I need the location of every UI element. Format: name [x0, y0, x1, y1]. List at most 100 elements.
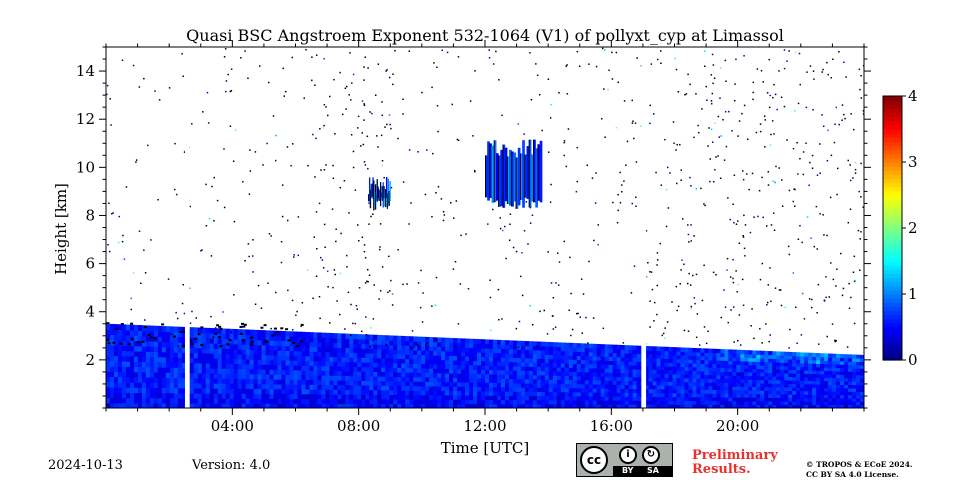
boundary-layer-cell: [301, 331, 307, 338]
boundary-layer-cell: [117, 392, 123, 399]
boundary-layer-cell: [209, 343, 215, 349]
boundary-layer-cell: [289, 398, 295, 404]
boundary-layer-cell: [580, 375, 586, 381]
boundary-layer-cell: [536, 354, 542, 359]
boundary-layer-cell: [393, 353, 398, 359]
cirrus-cell: [379, 190, 381, 202]
noise-dot: [431, 215, 433, 218]
boundary-layer-cell: [217, 403, 223, 408]
boundary-layer-cell: [592, 395, 598, 401]
noise-dot: [734, 99, 736, 102]
cirrus-cell: [504, 147, 508, 202]
noise-dot: [361, 236, 364, 239]
boundary-layer-cell: [417, 336, 422, 342]
boundary-layer-cell: [508, 353, 514, 358]
boundary-layer-cell: [804, 356, 809, 361]
boundary-layer-cell: [732, 356, 737, 362]
boundary-layer-cell: [580, 355, 586, 361]
boundary-layer-cell: [305, 389, 311, 395]
boundary-layer-cell: [516, 382, 522, 388]
boundary-layer-cell: [696, 400, 702, 405]
noise-dot: [744, 255, 746, 257]
noise-dot: [759, 327, 761, 330]
boundary-layer-cell: [269, 359, 275, 366]
boundary-layer-cell: [688, 359, 694, 364]
boundary-layer-cell: [532, 374, 538, 380]
boundary-layer-cell: [313, 351, 319, 357]
boundary-layer-cell: [548, 387, 554, 393]
boundary-layer-cell: [660, 358, 666, 363]
noise-dot: [312, 297, 314, 300]
noise-dot: [661, 334, 664, 337]
boundary-layer-cell: [852, 381, 857, 386]
noise-dot: [835, 285, 837, 287]
noise-dot: [358, 287, 361, 289]
boundary-layer-cell: [576, 359, 582, 365]
boundary-layer-cell: [157, 382, 163, 389]
noise-dot: [435, 191, 437, 194]
boundary-layer-cell: [221, 328, 227, 335]
boundary-layer-cell: [656, 384, 662, 390]
boundary-layer-cell: [125, 361, 131, 367]
noise-dot: [303, 97, 305, 99]
cirrus-streak: [498, 155, 500, 207]
boundary-layer-cell: [776, 372, 781, 377]
boundary-layer-cell: [720, 400, 725, 405]
boundary-layer-cell: [409, 381, 414, 387]
noise-dot: [489, 296, 492, 299]
boundary-layer-cell: [520, 353, 526, 359]
boundary-layer-cell: [492, 403, 498, 408]
boundary-layer-cell: [540, 387, 546, 393]
noise-dot: [159, 329, 162, 331]
boundary-layer-cell: [269, 374, 275, 380]
boundary-layer-cell: [836, 391, 841, 396]
boundary-layer-cell: [189, 362, 195, 369]
boundary-layer-cell: [852, 371, 857, 376]
boundary-layer-cell: [596, 352, 602, 357]
boundary-layer-cell: [165, 346, 171, 353]
boundary-layer-cell: [648, 350, 654, 355]
noise-dot: [437, 130, 439, 133]
boundary-layer-cell: [397, 367, 402, 373]
boundary-layer-cell: [756, 386, 761, 391]
boundary-layer-cell: [624, 380, 630, 386]
noise-dot: [354, 322, 357, 325]
boundary-layer-cell: [592, 379, 598, 385]
boundary-layer-cell: [784, 379, 789, 384]
cirrus-cell: [539, 140, 543, 203]
noise-dot: [698, 131, 700, 134]
boundary-layer-cell: [285, 398, 291, 404]
boundary-layer-cell: [301, 350, 307, 357]
boundary-layer-cell: [197, 392, 203, 399]
boundary-layer-cell: [425, 368, 430, 374]
boundary-layer-cell: [253, 359, 259, 365]
boundary-layer-cell: [588, 379, 594, 385]
boundary-layer-cell: [612, 364, 618, 370]
boundary-layer-cell: [768, 368, 773, 374]
boundary-layer-cell: [512, 386, 518, 392]
boundary-layer-cell: [584, 403, 590, 408]
boundary-layer-cell: [481, 399, 486, 405]
boundary-layer-cell: [616, 360, 622, 366]
boundary-layer-cell: [496, 390, 502, 396]
y-tick-label: 8: [85, 206, 95, 224]
noise-dot: [834, 123, 836, 126]
noise-dot: [214, 332, 218, 335]
boundary-layer-cell: [700, 400, 706, 405]
boundary-layer-cell: [712, 370, 717, 376]
noise-dot: [381, 114, 384, 117]
boundary-layer-cell: [145, 351, 151, 357]
colorbar-segment: [883, 318, 902, 324]
boundary-layer-cell: [157, 361, 163, 368]
boundary-layer-cell: [145, 361, 151, 368]
boundary-layer-cell: [696, 393, 702, 398]
boundary-layer-cell: [724, 400, 729, 405]
noise-dot: [248, 255, 250, 258]
boundary-layer-cell: [257, 339, 263, 346]
boundary-layer-cell: [217, 378, 223, 384]
noise-dot: [655, 171, 657, 174]
cc-license-badge[interactable]: cc i ↻ BY SA: [576, 443, 673, 477]
boundary-layer-cell: [740, 371, 745, 376]
boundary-layer-cell: [201, 357, 207, 364]
noise-dot: [677, 305, 680, 308]
